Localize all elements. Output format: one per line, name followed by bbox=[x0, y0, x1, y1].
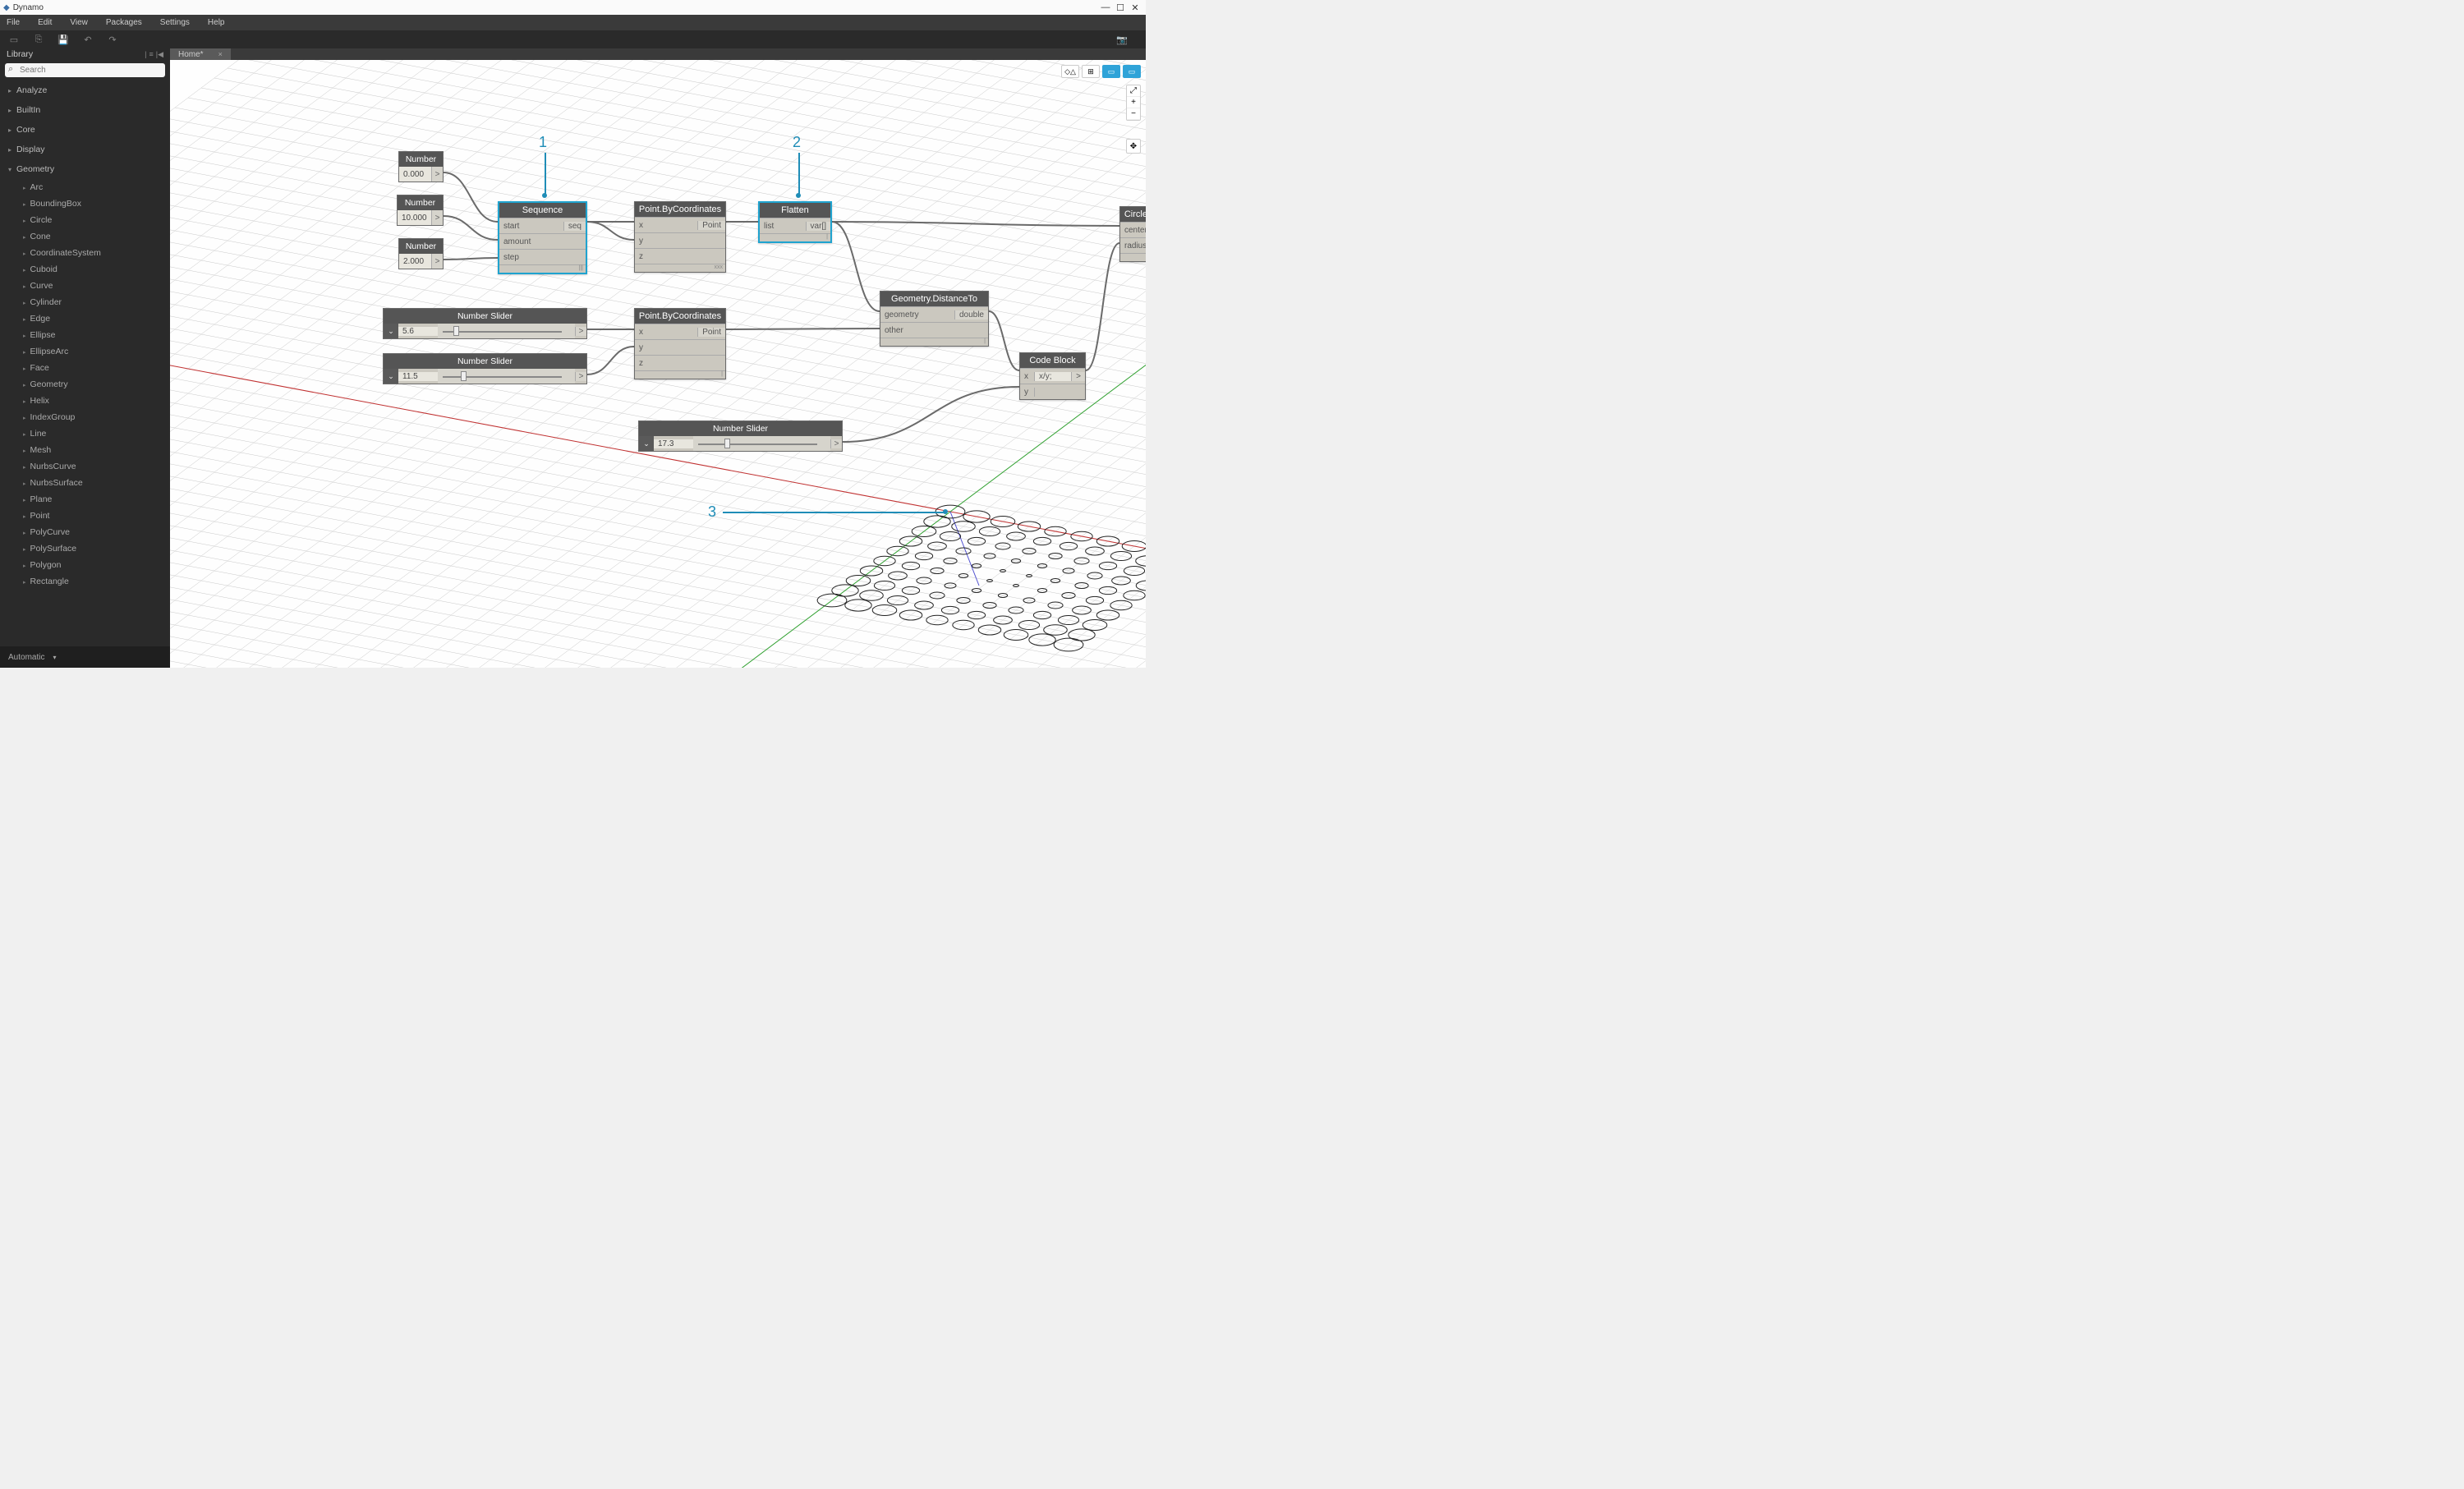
tab-close-icon[interactable]: × bbox=[218, 50, 223, 58]
menu-edit[interactable]: Edit bbox=[38, 18, 52, 27]
node-number-slider[interactable]: Number Slider⌄11.5> bbox=[383, 353, 587, 384]
subcat-nurbssurface[interactable]: NurbsSurface bbox=[0, 475, 170, 491]
annotation-3-dot bbox=[943, 509, 948, 514]
subcat-circle[interactable]: Circle bbox=[0, 212, 170, 228]
subcat-face[interactable]: Face bbox=[0, 360, 170, 376]
corner-tools: ◇△ ⊞ ▭ ▭ bbox=[1061, 65, 1141, 78]
node-number[interactable]: Number2.000> bbox=[398, 238, 444, 269]
minimize-button[interactable]: — bbox=[1098, 2, 1113, 12]
toolbar: ▭ ⎘ 💾 ↶ ↷ 📷 bbox=[0, 30, 1146, 48]
subcat-ellipsearc[interactable]: EllipseArc bbox=[0, 343, 170, 360]
library-view-icon[interactable]: | bbox=[145, 50, 146, 58]
zoom-fit-icon[interactable]: ⤢ bbox=[1127, 85, 1140, 97]
canvas[interactable]: Number0.000> Number10.000> Number2.000> Seq… bbox=[170, 60, 1146, 668]
subcat-cuboid[interactable]: Cuboid bbox=[0, 261, 170, 278]
node-flatten[interactable]: Flattenlistvar[]| bbox=[758, 201, 832, 243]
node-point1[interactable]: Point.ByCoordinatesxPointyzxxx bbox=[634, 201, 726, 273]
menu-file[interactable]: File bbox=[7, 18, 20, 27]
nav-toggle-icon[interactable]: ⊞ bbox=[1082, 65, 1100, 78]
app-title: Dynamo bbox=[13, 3, 1098, 12]
subcat-coordinatesystem[interactable]: CoordinateSystem bbox=[0, 245, 170, 261]
zoom-in-icon[interactable]: + bbox=[1127, 97, 1140, 108]
subcat-cylinder[interactable]: Cylinder bbox=[0, 294, 170, 310]
annotation-3-line bbox=[723, 512, 945, 513]
titlebar: ◆ Dynamo — ☐ ✕ bbox=[0, 0, 1146, 15]
subcat-point[interactable]: Point bbox=[0, 508, 170, 524]
node-number[interactable]: Number0.000> bbox=[398, 151, 444, 182]
cat-display[interactable]: Display bbox=[0, 140, 170, 159]
undo-icon[interactable]: ↶ bbox=[80, 34, 95, 45]
library-collapse-icon[interactable]: |◀ bbox=[156, 50, 163, 59]
cat-builtin[interactable]: BuiltIn bbox=[0, 100, 170, 120]
subcat-boundingbox[interactable]: BoundingBox bbox=[0, 195, 170, 212]
node-number-slider[interactable]: Number Slider⌄17.3> bbox=[638, 421, 843, 452]
annotation-2-line bbox=[798, 153, 800, 194]
graph-view-icon[interactable]: ▭ bbox=[1102, 65, 1120, 78]
library-list-icon[interactable]: ≡ bbox=[149, 50, 153, 58]
annotation-3: 3 bbox=[708, 503, 716, 521]
tabbar: Home* × bbox=[170, 48, 1146, 60]
library-panel: Library | ≡ |◀ Analyze BuiltIn Core Disp… bbox=[0, 48, 170, 668]
node-sequence[interactable]: Sequencestartseqamountstep||| bbox=[498, 201, 587, 274]
subcat-polycurve[interactable]: PolyCurve bbox=[0, 524, 170, 540]
subcat-indexgroup[interactable]: IndexGroup bbox=[0, 409, 170, 425]
subcat-polygon[interactable]: Polygon bbox=[0, 557, 170, 573]
node-codeblock[interactable]: Code Blockxx/y;>y bbox=[1019, 352, 1086, 400]
library-header: Library | ≡ |◀ bbox=[0, 48, 170, 60]
subcat-ellipse[interactable]: Ellipse bbox=[0, 327, 170, 343]
subcat-plane[interactable]: Plane bbox=[0, 491, 170, 508]
node-number-slider[interactable]: Number Slider⌄5.6> bbox=[383, 308, 587, 339]
search-input[interactable] bbox=[5, 63, 165, 77]
annotation-2-dot bbox=[796, 193, 801, 198]
node-distance[interactable]: Geometry.DistanceTogeometrydoubleother| bbox=[880, 291, 989, 347]
open-icon[interactable]: ⎘ bbox=[31, 34, 46, 45]
redo-icon[interactable]: ↷ bbox=[105, 34, 120, 45]
close-button[interactable]: ✕ bbox=[1128, 2, 1142, 13]
save-icon[interactable]: 💾 bbox=[56, 34, 71, 45]
subcat-curve[interactable]: Curve bbox=[0, 278, 170, 294]
node-number[interactable]: Number10.000> bbox=[397, 195, 444, 226]
subcat-rectangle[interactable]: Rectangle bbox=[0, 573, 170, 590]
pan-icon[interactable]: ✥ bbox=[1126, 139, 1141, 154]
menu-view[interactable]: View bbox=[70, 18, 88, 27]
maximize-button[interactable]: ☐ bbox=[1113, 2, 1128, 13]
3d-view-icon[interactable]: ▭ bbox=[1123, 65, 1141, 78]
subcat-geometry[interactable]: Geometry bbox=[0, 376, 170, 393]
geom-preview-icon[interactable]: ◇△ bbox=[1061, 65, 1079, 78]
menubar: File Edit View Packages Settings Help bbox=[0, 15, 1146, 30]
subcat-edge[interactable]: Edge bbox=[0, 310, 170, 327]
cat-geometry[interactable]: Geometry bbox=[0, 159, 170, 179]
run-mode[interactable]: Automatic bbox=[0, 646, 170, 668]
camera-icon[interactable]: 📷 bbox=[1115, 34, 1129, 45]
node-point2[interactable]: Point.ByCoordinatesxPointyz| bbox=[634, 308, 726, 379]
annotation-2: 2 bbox=[793, 134, 801, 151]
subcat-helix[interactable]: Helix bbox=[0, 393, 170, 409]
cat-analyze[interactable]: Analyze bbox=[0, 80, 170, 100]
subcat-mesh[interactable]: Mesh bbox=[0, 442, 170, 458]
zoom-controls: ⤢ + − bbox=[1126, 85, 1141, 121]
cat-core[interactable]: Core bbox=[0, 120, 170, 140]
annotation-1-line bbox=[545, 153, 546, 194]
tab-label: Home* bbox=[178, 50, 204, 59]
subcat-polysurface[interactable]: PolySurface bbox=[0, 540, 170, 557]
menu-packages[interactable]: Packages bbox=[106, 18, 142, 27]
menu-help[interactable]: Help bbox=[208, 18, 225, 27]
subcat-cone[interactable]: Cone bbox=[0, 228, 170, 245]
subcat-arc[interactable]: Arc bbox=[0, 179, 170, 195]
zoom-out-icon[interactable]: − bbox=[1127, 108, 1140, 120]
subcat-nurbscurve[interactable]: NurbsCurve bbox=[0, 458, 170, 475]
subcat-line[interactable]: Line bbox=[0, 425, 170, 442]
menu-settings[interactable]: Settings bbox=[160, 18, 190, 27]
library-title: Library bbox=[7, 49, 142, 59]
new-icon[interactable]: ▭ bbox=[7, 34, 21, 45]
node-circle[interactable]: Circle.ByCenterPointRadiuscenterPointCir… bbox=[1119, 206, 1146, 262]
annotation-1: 1 bbox=[539, 134, 547, 151]
annotation-1-dot bbox=[542, 193, 547, 198]
tab-home[interactable]: Home* × bbox=[170, 48, 231, 60]
app-icon: ◆ bbox=[3, 3, 10, 12]
